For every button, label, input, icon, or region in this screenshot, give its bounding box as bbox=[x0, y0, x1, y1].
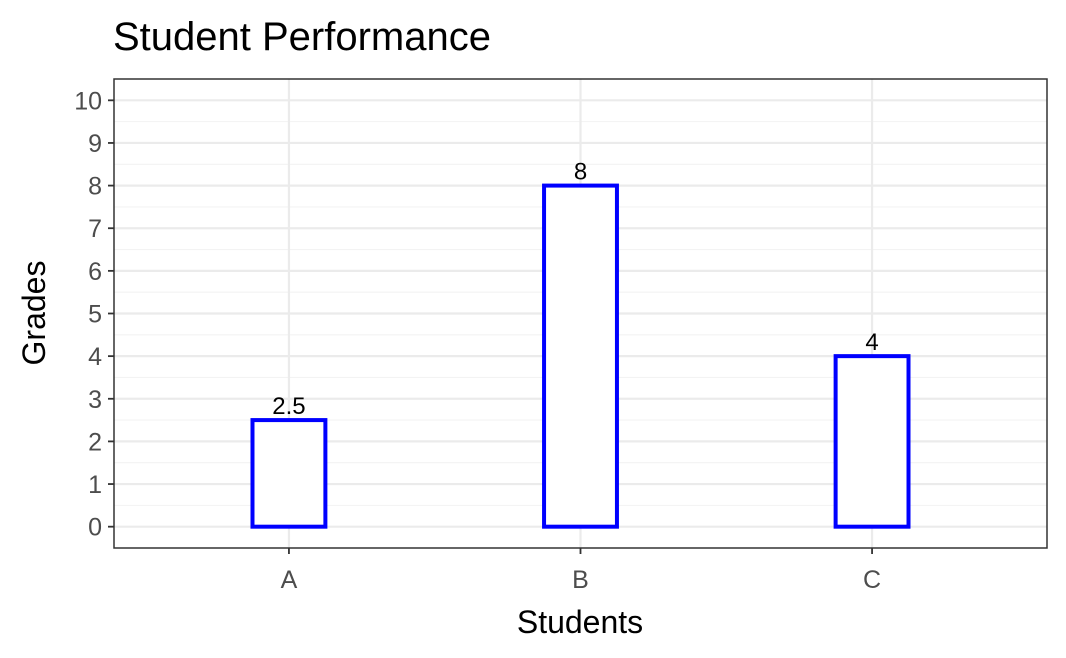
y-tick-label: 0 bbox=[88, 514, 102, 542]
y-tick-label: 7 bbox=[88, 215, 102, 243]
bar-C bbox=[833, 354, 911, 529]
y-tick-label: 2 bbox=[88, 428, 102, 456]
y-tick-label: 8 bbox=[88, 173, 102, 201]
y-tick-label: 1 bbox=[88, 471, 102, 499]
x-tick-label: B bbox=[572, 566, 589, 594]
x-tick-label: A bbox=[281, 566, 298, 594]
y-tick-label: 5 bbox=[88, 301, 102, 329]
y-tick-label: 9 bbox=[88, 130, 102, 158]
chart-title: Student Performance bbox=[113, 15, 491, 59]
y-tick-label: 3 bbox=[88, 386, 102, 414]
y-tick-label: 6 bbox=[88, 258, 102, 286]
bar-B bbox=[542, 183, 619, 529]
y-tick-label: 4 bbox=[88, 343, 102, 371]
y-axis-title: Grades bbox=[16, 261, 52, 366]
plot-area: 2.5 8 4 0 1 2 3 4 5 6 7 8 9 10 A B C bbox=[74, 78, 1048, 594]
data-label-B: 8 bbox=[574, 159, 587, 186]
x-axis-title: Students bbox=[517, 604, 643, 640]
y-tick-label: 10 bbox=[74, 87, 102, 115]
bar-A bbox=[250, 418, 328, 529]
data-label-C: 4 bbox=[865, 329, 878, 356]
x-tick-label: C bbox=[863, 566, 881, 594]
data-label-A: 2.5 bbox=[272, 393, 305, 420]
